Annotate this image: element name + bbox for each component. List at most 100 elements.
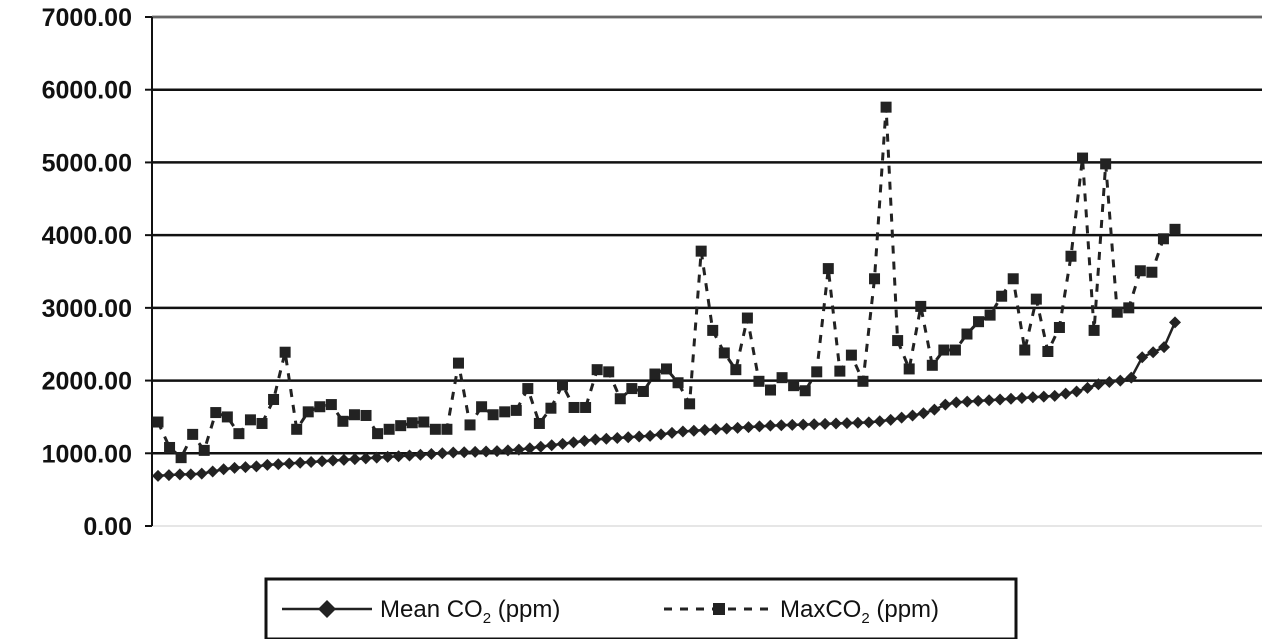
- point-mean-25: [425, 448, 438, 461]
- point-mean-79: [1015, 392, 1028, 405]
- point-max-5: [210, 407, 222, 419]
- point-mean-49: [687, 424, 700, 437]
- y-tick-label-6: 6000.00: [42, 77, 132, 105]
- point-max-85: [1134, 265, 1146, 277]
- point-mean-1: [162, 469, 175, 482]
- y-tick-labels: 0.00 1000.00 2000.00 3000.00 4000.00 5000.00 6…: [42, 4, 132, 541]
- point-max-80: [1077, 152, 1089, 164]
- point-max-37: [580, 401, 592, 413]
- point-max-31: [510, 404, 522, 416]
- point-mean-38: [567, 436, 580, 449]
- point-max-51: [741, 312, 753, 324]
- legend-entry-max: MaxCO2 (ppm): [664, 596, 939, 627]
- point-mean-85: [1081, 381, 1094, 394]
- point-mean-55: [753, 420, 766, 433]
- point-mean-16: [326, 454, 339, 467]
- point-max-64: [892, 335, 904, 347]
- point-max-18: [360, 409, 372, 421]
- point-mean-65: [862, 416, 875, 429]
- point-mean-4: [195, 467, 208, 480]
- point-max-30: [499, 406, 511, 418]
- point-max-32: [522, 383, 534, 395]
- point-mean-81: [1037, 390, 1050, 403]
- point-max-61: [857, 375, 869, 387]
- series-line-1: [156, 105, 1176, 460]
- point-mean-5: [206, 465, 219, 478]
- point-mean-60: [808, 418, 821, 431]
- point-max-2: [175, 452, 187, 464]
- point-mean-15: [316, 455, 329, 468]
- point-max-69: [949, 344, 961, 356]
- point-max-0: [152, 416, 164, 428]
- point-mean-10: [261, 458, 274, 471]
- point-max-66: [915, 300, 927, 312]
- point-mean-0: [152, 469, 164, 482]
- point-mean-19: [359, 452, 372, 465]
- point-mean-88: [1114, 374, 1127, 387]
- legend-entry-mean: Mean CO2 (ppm): [282, 596, 560, 627]
- point-mean-87: [1103, 376, 1116, 389]
- point-mean-20: [370, 451, 383, 464]
- point-max-57: [811, 366, 823, 378]
- point-max-45: [672, 377, 684, 389]
- point-mean-90: [1136, 351, 1149, 364]
- series-mean-co2: [152, 316, 1181, 482]
- point-mean-68: [895, 411, 908, 424]
- point-max-10: [268, 393, 280, 405]
- point-mean-53: [731, 421, 744, 434]
- point-max-73: [996, 290, 1008, 302]
- point-max-25: [441, 423, 453, 435]
- point-max-16: [337, 415, 349, 427]
- point-mean-93: [1169, 316, 1181, 329]
- point-mean-46: [655, 428, 668, 441]
- point-max-13: [302, 406, 314, 418]
- point-max-42: [637, 385, 649, 397]
- point-max-63: [880, 101, 892, 113]
- point-mean-51: [709, 423, 722, 436]
- legend-swatch-mean-marker: [318, 600, 336, 618]
- point-mean-21: [381, 450, 394, 463]
- point-mean-44: [633, 430, 646, 443]
- point-mean-22: [392, 450, 405, 463]
- point-max-49: [718, 347, 730, 359]
- point-mean-58: [786, 418, 799, 431]
- point-max-55: [788, 380, 800, 392]
- point-max-54: [776, 372, 788, 384]
- point-max-75: [1019, 344, 1031, 356]
- point-max-4: [198, 444, 210, 456]
- point-max-12: [291, 423, 303, 435]
- point-mean-66: [873, 415, 886, 428]
- point-mean-76: [983, 394, 996, 407]
- point-max-26: [452, 357, 464, 369]
- point-max-52: [753, 375, 765, 387]
- point-mean-78: [1004, 392, 1017, 405]
- point-mean-67: [884, 413, 897, 426]
- point-mean-64: [851, 416, 864, 429]
- point-max-76: [1030, 293, 1042, 305]
- y-tick-label-7: 7000.00: [42, 4, 132, 32]
- point-mean-48: [676, 425, 689, 438]
- point-mean-77: [994, 393, 1007, 406]
- point-mean-52: [720, 422, 733, 435]
- point-max-72: [984, 309, 996, 321]
- point-max-27: [464, 419, 476, 431]
- y-tick-label-5: 5000.00: [42, 149, 132, 177]
- point-mean-33: [512, 443, 525, 456]
- point-max-50: [730, 364, 742, 376]
- point-max-43: [649, 368, 661, 380]
- point-max-46: [684, 398, 696, 410]
- point-max-65: [903, 363, 915, 375]
- point-max-77: [1042, 345, 1054, 357]
- point-mean-31: [491, 445, 503, 458]
- point-max-88: [1169, 223, 1181, 235]
- point-mean-84: [1070, 385, 1083, 398]
- point-mean-35: [534, 440, 547, 453]
- point-mean-91: [1147, 346, 1160, 359]
- point-mean-30: [480, 445, 493, 458]
- point-max-56: [799, 385, 811, 397]
- point-max-48: [707, 324, 719, 336]
- point-max-11: [279, 346, 291, 358]
- point-max-39: [603, 366, 615, 378]
- point-mean-18: [348, 453, 361, 466]
- y-tick-label-1: 1000.00: [42, 440, 132, 468]
